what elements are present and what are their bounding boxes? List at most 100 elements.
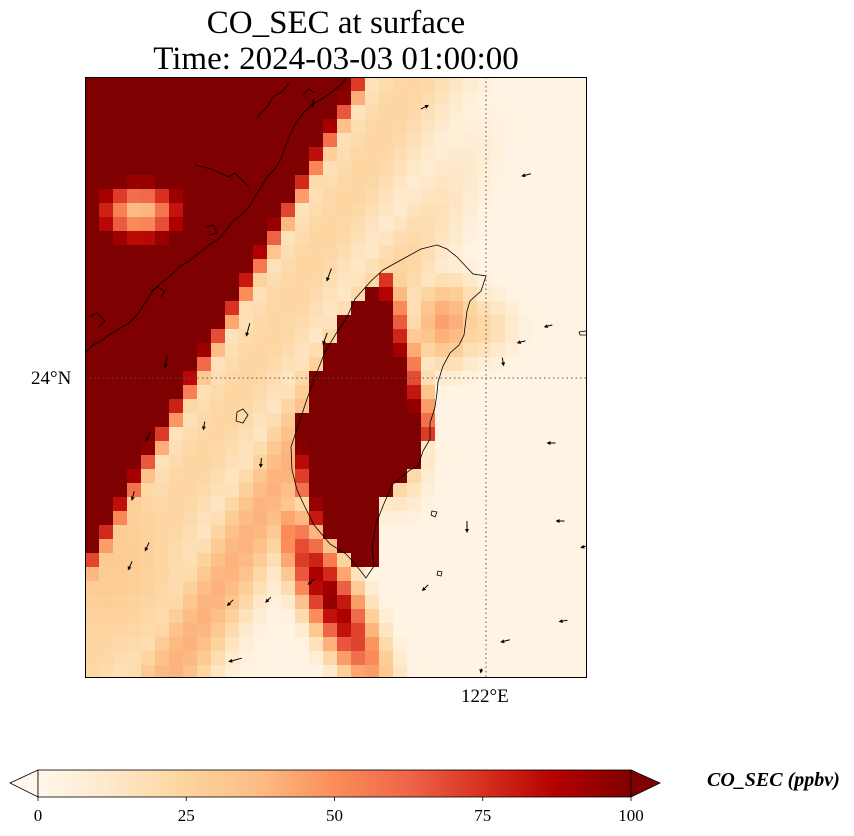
field-cell <box>491 231 506 246</box>
field-cell <box>267 553 282 568</box>
field-cell <box>365 287 380 302</box>
field-cell <box>267 441 282 456</box>
field-cell <box>547 91 562 106</box>
field-cell <box>477 189 492 204</box>
field-cell <box>379 175 394 190</box>
field-cell <box>239 539 254 554</box>
field-cell <box>155 273 170 288</box>
field-cell <box>99 217 114 232</box>
field-cell <box>99 175 114 190</box>
field-cell <box>267 399 282 414</box>
field-cell <box>323 511 338 526</box>
field-cell <box>421 175 436 190</box>
field-cell <box>211 511 226 526</box>
field-cell <box>225 245 240 260</box>
field-cell <box>309 77 324 92</box>
field-cell <box>505 483 520 498</box>
field-cell <box>85 623 100 638</box>
field-cell <box>505 245 520 260</box>
field-cell <box>575 357 587 372</box>
field-cell <box>351 329 366 344</box>
field-cell <box>407 399 422 414</box>
field-cell <box>267 231 282 246</box>
field-cell <box>491 189 506 204</box>
field-cell <box>337 357 352 372</box>
field-cell <box>253 609 268 624</box>
field-cell <box>575 203 587 218</box>
field-cell <box>281 217 296 232</box>
field-cell <box>337 231 352 246</box>
field-cell <box>449 273 464 288</box>
field-cell <box>267 497 282 512</box>
field-cell <box>99 483 114 498</box>
field-cell <box>253 343 268 358</box>
field-cell <box>533 483 548 498</box>
field-cell <box>197 245 212 260</box>
field-cell <box>211 595 226 610</box>
field-cell <box>211 175 226 190</box>
field-cell <box>155 245 170 260</box>
field-cell <box>239 637 254 652</box>
field-cell <box>575 567 587 582</box>
field-cell <box>435 77 450 92</box>
wind-arrow <box>580 544 586 549</box>
field-cell <box>99 301 114 316</box>
field-cell <box>575 525 587 540</box>
field-cell <box>295 455 310 470</box>
field-cell <box>197 231 212 246</box>
field-cell <box>141 203 156 218</box>
field-cell <box>379 133 394 148</box>
field-cell <box>547 119 562 134</box>
field-cell <box>379 581 394 596</box>
field-cell <box>575 77 587 92</box>
field-cell <box>295 175 310 190</box>
field-cell <box>463 343 478 358</box>
field-cell <box>463 357 478 372</box>
field-cell <box>463 609 478 624</box>
field-cell <box>113 525 128 540</box>
field-cell <box>561 301 576 316</box>
field-cell <box>449 189 464 204</box>
field-cell <box>547 343 562 358</box>
field-cell <box>309 567 324 582</box>
field-cell <box>267 427 282 442</box>
field-cell <box>561 161 576 176</box>
field-cell <box>183 595 198 610</box>
field-cell <box>519 511 534 526</box>
field-cell <box>253 623 268 638</box>
field-cell <box>309 259 324 274</box>
field-cell <box>141 161 156 176</box>
field-cell <box>575 217 587 232</box>
field-cell <box>491 259 506 274</box>
field-cell <box>421 133 436 148</box>
coastline-taiwan <box>290 244 487 579</box>
field-cell <box>141 665 156 678</box>
field-cell <box>365 259 380 274</box>
field-cell <box>281 189 296 204</box>
field-cell <box>239 553 254 568</box>
coastline-mainland <box>204 224 218 236</box>
field-cell <box>323 133 338 148</box>
field-cell <box>337 77 352 92</box>
field-cell <box>113 609 128 624</box>
field-cell <box>435 595 450 610</box>
field-cell <box>239 413 254 428</box>
field-cell <box>323 175 338 190</box>
field-cell <box>267 525 282 540</box>
field-cell <box>505 189 520 204</box>
colorbar-gradient <box>38 770 631 797</box>
field-cell <box>477 259 492 274</box>
field-cell <box>393 329 408 344</box>
field-cell <box>141 483 156 498</box>
field-cell <box>365 217 380 232</box>
field-cell <box>253 385 268 400</box>
field-cell <box>449 623 464 638</box>
field-cell <box>407 287 422 302</box>
field-cell <box>197 119 212 134</box>
field-cell <box>309 147 324 162</box>
field-cell <box>225 231 240 246</box>
field-cell <box>197 539 212 554</box>
field-cell <box>239 469 254 484</box>
field-cell <box>309 301 324 316</box>
field-cell <box>561 525 576 540</box>
